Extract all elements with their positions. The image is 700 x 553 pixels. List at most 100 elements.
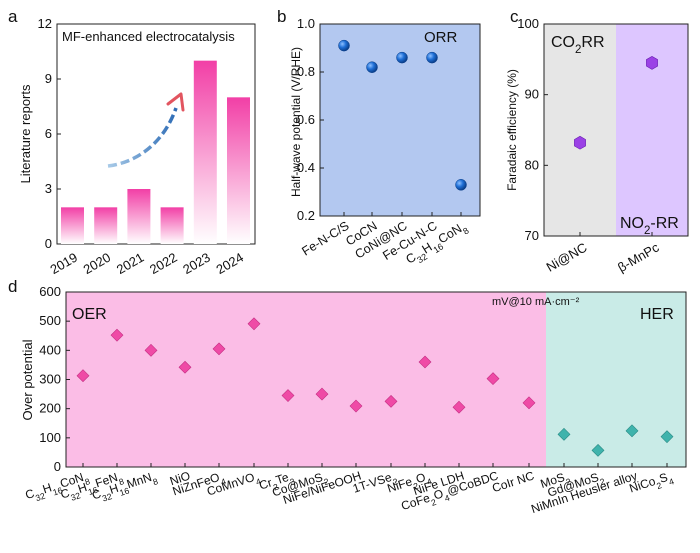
panel-d-y-tick-label: 400: [39, 342, 61, 357]
panel-d-y-tick-label: 100: [39, 430, 61, 445]
x-tick-2022: 2022: [147, 250, 180, 277]
point-oer-nio: [178, 360, 192, 374]
bar-2021: [127, 189, 151, 244]
panel-d-y-tick-label: 200: [39, 401, 61, 416]
point-oer-comnvo4: [247, 317, 261, 331]
point-c32h16con8: [455, 179, 467, 191]
panel-d-y-tick-label: 0: [54, 459, 61, 474]
x-tick-ni-nc: Ni@NC: [544, 240, 590, 275]
panel-d-oer-region: [66, 292, 546, 467]
panel-d-her-label: HER: [640, 306, 674, 323]
panel-b-y-tick-label: 1.0: [297, 16, 315, 31]
panel-c-y-tick-label: 70: [525, 228, 539, 243]
x-tick-c32h16fen8: C32H16FeN8: [59, 468, 126, 505]
panel-d-unit-label: mV@10 mA·cm⁻²: [492, 296, 580, 308]
panel-a-bars: [61, 60, 250, 244]
panel-c-y-axis-label: Faradaic efficiency (%): [505, 69, 519, 191]
point-oer-nife-ldh: [452, 400, 466, 414]
panel-c-points: [574, 56, 658, 150]
panel-d-label: d: [8, 277, 17, 296]
x-tick-2024: 2024: [213, 250, 246, 277]
panel-b-y-axis-label: Half-wave potential (V/RHE): [289, 47, 303, 197]
point-her-gd-mos2: [591, 443, 605, 457]
panel-c: c CO2RR NO2-RR 70 80 90 100 Ni@NC β-MnPc Far…: [505, 7, 689, 275]
panel-a-y-tick-label: 9: [45, 71, 52, 86]
panel-d-y-ticks: 0 100 200 300 400 500 600: [39, 284, 70, 474]
panel-c-y-tick-label: 90: [525, 87, 539, 102]
panel-b-y-tick-label: 0.6: [297, 112, 315, 127]
x-tick-2023: 2023: [180, 250, 213, 277]
x-tick-mnpc: β-MnPc: [615, 239, 662, 275]
panel-a-y-ticks: 0 3 6 9 12: [38, 16, 61, 251]
point-fe-cu-n-c: [426, 51, 438, 64]
panel-b-y-tick-label: 0.8: [297, 64, 315, 79]
point-oer-c32h16mnn8: [144, 343, 158, 357]
panel-a-title: MF-enhanced electrocatalysis: [62, 29, 235, 44]
panel-a-plot-frame: [56, 23, 256, 245]
panel-a-title-bg: [60, 25, 246, 45]
trend-arrow-head: [166, 92, 185, 112]
x-tick-2021: 2021: [114, 250, 147, 277]
point-fe-n-c-s: [338, 39, 350, 52]
x-tick-cr2te3: Cr2Te3: [257, 468, 296, 496]
panel-b-y-tick-label: 0.2: [297, 208, 315, 223]
panel-a-y-tick-label: 6: [45, 126, 52, 141]
panel-d: d OER HER mV@10 mA·cm⁻² 0 100 200 300 400 500…: [8, 277, 687, 516]
point-oer-cr2te3: [281, 389, 295, 402]
point-oer-nife-nifeooh: [349, 399, 363, 413]
panel-b: b ORR 0.2 0.4 0.6 0.8 1.0 Fe-N-C/SCoCNCoNi@N…: [277, 7, 481, 267]
panel-c-plot-frame: [543, 23, 689, 237]
panel-c-co2rr-label: CO2RR: [551, 34, 605, 56]
panel-c-label: c: [510, 7, 519, 26]
point-oer-nife2o4: [418, 355, 432, 369]
trend-arrow-shaft: [107, 107, 178, 168]
panel-a-y-tick-label: 3: [45, 181, 52, 196]
point-her-nico2s4: [660, 430, 674, 444]
panel-b-label: b: [277, 7, 286, 26]
panel-d-oer-label: OER: [72, 306, 107, 323]
point-coni-nc: [396, 51, 408, 64]
point-oer-niznfeo4: [212, 342, 226, 356]
panel-b-y-ticks: 0.2 0.4 0.6 0.8 1.0: [297, 16, 324, 223]
panel-d-y-tick-label: 300: [39, 372, 61, 387]
bar-2022: [160, 207, 184, 244]
bar-2019: [61, 207, 84, 244]
panel-b-points: [338, 39, 467, 191]
panel-c-x-ticks: Ni@NC β-MnPc: [544, 232, 662, 275]
trend-arrow: [107, 92, 185, 168]
panel-a-label: a: [8, 7, 18, 26]
panel-c-y-tick-label: 100: [517, 16, 539, 31]
bar-2024: [227, 97, 250, 244]
point-oer-c32h16con8: [76, 369, 90, 383]
x-tick-nio: NiO: [168, 469, 192, 489]
x-tick-coir-nc: CoIr NC: [490, 468, 536, 495]
point-cocn: [366, 61, 378, 73]
panel-c-no2rr-label: NO2-RR: [620, 215, 679, 237]
x-tick-2019: 2019: [47, 250, 80, 277]
panel-d-y-tick-label: 500: [39, 313, 61, 328]
point-oer-1t-vse2: [384, 394, 398, 408]
panel-b-region-label: ORR: [424, 29, 458, 46]
panel-b-y-tick-label: 0.4: [297, 160, 315, 175]
point-her-nimnin-heusler-alloy: [625, 424, 639, 438]
point-ni-nc: [574, 135, 586, 150]
point-oer-c32h16fen8: [110, 328, 124, 342]
panel-c-co2rr-region: [544, 24, 616, 236]
point-oer-cofe2o4-cobdc: [486, 372, 500, 386]
panel-d-y-axis-label: Over potential: [20, 339, 35, 420]
panel-c-y-ticks: 70 80 90 100: [517, 16, 548, 243]
panel-d-y-tick-label: 600: [39, 284, 61, 299]
point-mnpc: [646, 56, 658, 70]
panel-a-y-tick-label: 0: [45, 236, 52, 251]
panel-a-y-axis-label: Literature reports: [18, 84, 33, 183]
panel-c-no2rr-region: [616, 24, 688, 236]
panel-d-points: [76, 317, 674, 457]
panel-a-x-ticks: 2019 2020 2021 2022 2023 2024: [47, 250, 246, 277]
bar-2020: [94, 207, 118, 244]
panel-c-y-tick-label: 80: [525, 157, 539, 172]
panel-a-y-tick-label: 12: [38, 16, 52, 31]
point-her-mos2: [557, 427, 571, 441]
